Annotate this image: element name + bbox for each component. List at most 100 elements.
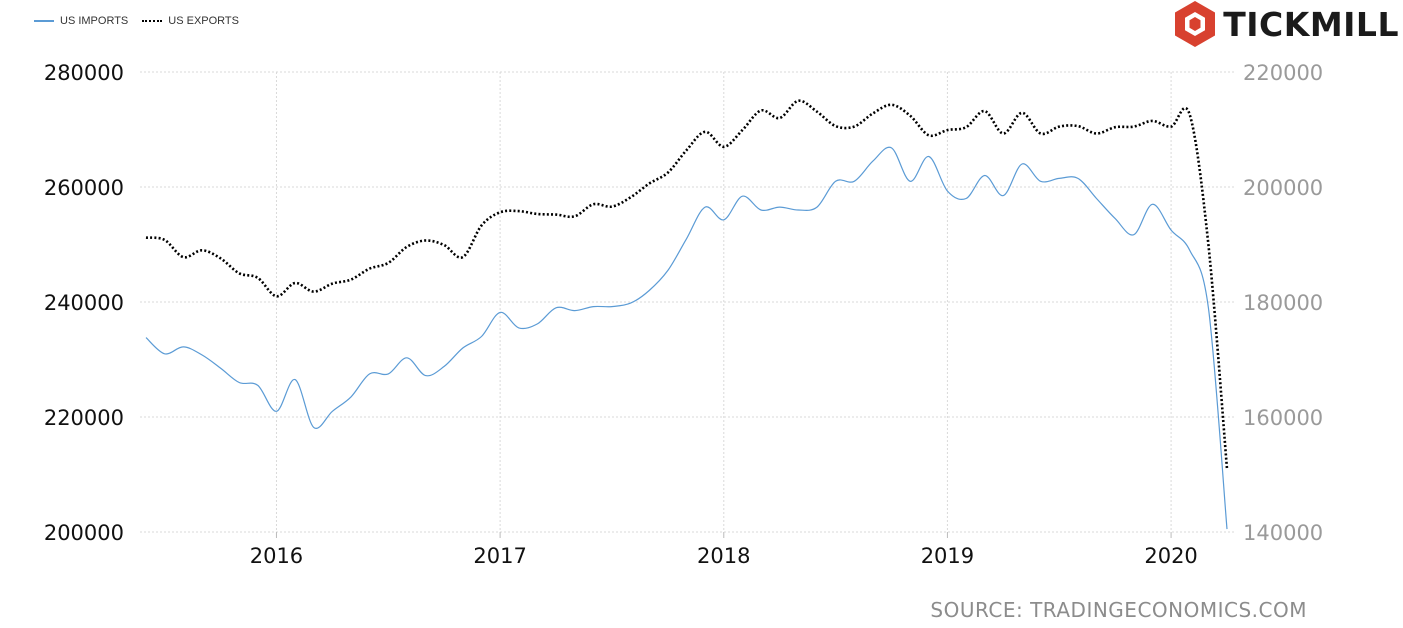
imports-data-point bbox=[1206, 306, 1210, 310]
exports-data-point bbox=[181, 255, 185, 259]
legend-item-exports[interactable]: US EXPORTS bbox=[142, 15, 239, 27]
exports-data-point bbox=[591, 202, 595, 206]
imports-data-point bbox=[554, 306, 558, 310]
imports-data-point bbox=[945, 189, 949, 193]
imports-data-point bbox=[647, 289, 651, 293]
right-y-tick-label: 200000 bbox=[1243, 176, 1323, 200]
exports-data-point bbox=[163, 238, 167, 242]
imports-data-point bbox=[815, 205, 819, 209]
exports-data-point bbox=[852, 125, 856, 129]
imports-data-point bbox=[424, 374, 428, 378]
exports-data-point bbox=[945, 128, 949, 132]
left-y-tick-label: 240000 bbox=[44, 291, 124, 315]
exports-data-point bbox=[1076, 124, 1080, 128]
imports-data-point bbox=[219, 366, 223, 370]
exports-data-point bbox=[368, 267, 372, 271]
exports-data-point bbox=[815, 110, 819, 114]
imports-legend-label: US IMPORTS bbox=[60, 15, 129, 27]
series-line-exports bbox=[145, 99, 1229, 469]
imports-data-point bbox=[629, 301, 633, 305]
imports-data-point bbox=[237, 381, 241, 385]
exports-data-point bbox=[796, 99, 800, 103]
x-tick-label: 2016 bbox=[250, 544, 303, 568]
x-tick-label: 2020 bbox=[1144, 544, 1197, 568]
imports-data-point bbox=[1039, 179, 1043, 183]
imports-data-point bbox=[964, 197, 968, 201]
exports-data-point bbox=[219, 256, 223, 260]
imports-data-point bbox=[480, 335, 484, 339]
exports-data-point bbox=[629, 195, 633, 199]
imports-data-point bbox=[778, 205, 782, 209]
exports-data-point bbox=[1132, 125, 1136, 129]
imports-data-point bbox=[181, 345, 185, 349]
exports-data-point bbox=[1206, 243, 1210, 247]
imports-data-point bbox=[685, 237, 689, 241]
imports-data-point bbox=[293, 378, 297, 382]
exports-data-point bbox=[405, 245, 409, 249]
imports-data-point bbox=[1001, 194, 1005, 198]
imports-data-point bbox=[200, 353, 204, 357]
imports-data-point bbox=[908, 179, 912, 183]
imports-legend-swatch bbox=[34, 20, 54, 22]
imports-data-point bbox=[1225, 527, 1229, 531]
right-y-tick-label: 220000 bbox=[1243, 61, 1323, 85]
imports-data-point bbox=[871, 159, 875, 163]
exports-data-point bbox=[610, 205, 614, 209]
exports-data-point bbox=[1001, 132, 1005, 136]
imports-data-point bbox=[461, 346, 465, 350]
imports-data-point bbox=[1169, 228, 1173, 232]
imports-data-point bbox=[535, 322, 539, 326]
exports-legend-swatch bbox=[142, 20, 163, 22]
imports-data-point bbox=[1020, 162, 1024, 166]
exports-data-point bbox=[759, 109, 763, 113]
exports-data-point bbox=[517, 209, 521, 213]
imports-data-point bbox=[890, 146, 894, 150]
exports-data-point bbox=[666, 171, 670, 175]
exports-data-point bbox=[480, 224, 484, 228]
imports-data-point bbox=[349, 395, 353, 399]
exports-data-point bbox=[386, 261, 390, 265]
exports-data-point bbox=[275, 294, 279, 298]
exports-data-point bbox=[1039, 132, 1043, 136]
exports-data-point bbox=[1150, 119, 1154, 123]
x-tick-label: 2019 bbox=[921, 544, 974, 568]
exports-data-point bbox=[740, 128, 744, 132]
brand-logo[interactable]: TICKMILL bbox=[1173, 0, 1399, 48]
exports-data-point bbox=[1113, 125, 1117, 129]
imports-data-point bbox=[405, 356, 409, 360]
exports-data-point bbox=[685, 148, 689, 152]
tickmill-hexagon-logo-icon bbox=[1175, 1, 1216, 47]
imports-data-point bbox=[796, 208, 800, 212]
exports-data-point bbox=[1095, 132, 1099, 136]
exports-data-point bbox=[908, 114, 912, 118]
right-y-tick-label: 180000 bbox=[1243, 291, 1323, 315]
exports-data-point bbox=[312, 290, 316, 294]
left-y-tick-label: 220000 bbox=[44, 406, 124, 430]
left-y-tick-label: 280000 bbox=[44, 61, 124, 85]
imports-data-point bbox=[740, 194, 744, 198]
exports-data-point bbox=[293, 281, 297, 285]
exports-data-point bbox=[834, 124, 838, 128]
imports-data-point bbox=[275, 409, 279, 413]
imports-data-point bbox=[666, 268, 670, 272]
imports-data-point bbox=[386, 372, 390, 376]
exports-data-point bbox=[461, 255, 465, 259]
x-tick-label: 2018 bbox=[697, 544, 750, 568]
exports-data-point bbox=[1188, 113, 1192, 117]
imports-data-point bbox=[368, 372, 372, 376]
exports-legend-label: US EXPORTS bbox=[168, 15, 239, 27]
imports-data-point bbox=[442, 364, 446, 368]
exports-data-point bbox=[256, 276, 260, 280]
legend-item-imports[interactable]: US IMPORTS bbox=[34, 15, 128, 27]
exports-data-point bbox=[1020, 111, 1024, 115]
imports-data-point bbox=[256, 383, 260, 387]
imports-data-point bbox=[591, 305, 595, 309]
left-y-tick-label: 200000 bbox=[44, 521, 124, 545]
exports-data-point bbox=[890, 103, 894, 107]
exports-data-point bbox=[237, 271, 241, 275]
exports-data-point bbox=[200, 248, 204, 252]
exports-data-point bbox=[983, 109, 987, 113]
imports-data-point bbox=[1076, 176, 1080, 180]
exports-data-point bbox=[442, 243, 446, 247]
